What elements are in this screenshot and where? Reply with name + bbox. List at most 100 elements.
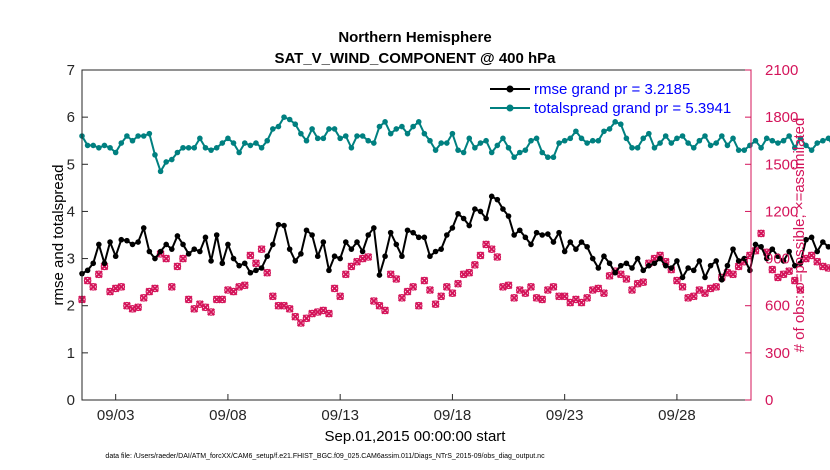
obs-assimilated-stroke (712, 282, 721, 291)
obs-possible-point (622, 275, 631, 283)
totalspread-point (567, 135, 574, 142)
obs-assimilated-point (499, 282, 507, 291)
totalspread-point (584, 140, 590, 146)
obs-assimilated-point (83, 276, 92, 285)
totalspread-point (791, 144, 798, 151)
obs-assimilated-point (139, 293, 148, 302)
rmse-point (483, 215, 489, 222)
obs-assimilated-point (684, 293, 693, 302)
obs-assimilated-point (392, 275, 401, 283)
obs-assimilated-stroke (369, 297, 378, 305)
totalspread-point (758, 144, 764, 151)
totalspread-point (438, 140, 444, 146)
rmse-point (174, 233, 181, 239)
totalspread-point (298, 130, 304, 137)
totalspread-point (96, 144, 102, 151)
obs-possible-point (600, 289, 608, 297)
rmse-point (561, 248, 568, 255)
rmse-point (427, 253, 433, 260)
totalspread-point (545, 154, 551, 161)
rmse-point (124, 237, 130, 244)
obs-assimilated-point (151, 284, 159, 293)
obs-possible-point (173, 262, 182, 271)
totalspread-point (146, 130, 153, 137)
totalspread-point (213, 144, 220, 151)
rmse-point (763, 255, 770, 262)
totalspread-point (679, 133, 686, 139)
totalspread-point (152, 152, 158, 158)
obs-assimilated-point (263, 268, 272, 277)
rmse-point (488, 193, 495, 200)
totalspread-point (662, 133, 669, 139)
obs-assimilated-point (678, 282, 687, 291)
obs-possible-point (560, 292, 569, 301)
totalspread-point (528, 137, 534, 144)
obs-assimilated-point (252, 259, 260, 268)
totalspread-point (427, 137, 433, 144)
obs-assimilated-point (448, 289, 457, 298)
obs-assimilated-stroke (151, 284, 159, 293)
totalspread-point (724, 142, 731, 149)
totalspread-point (769, 137, 776, 144)
obs-assimilated-point (128, 304, 137, 313)
totalspread-point (483, 137, 489, 144)
obs-possible-point (179, 254, 187, 263)
obs-assimilated-point (802, 254, 810, 263)
totalspread-point (258, 144, 265, 151)
obs-possible-point (487, 245, 496, 253)
totalspread-point (668, 140, 675, 146)
totalspread-point (808, 147, 815, 153)
rmse-point (511, 232, 517, 238)
obs-assimilated-point (470, 260, 479, 269)
rmse-point (573, 246, 579, 252)
totalspread-point (522, 147, 529, 153)
rmse-point (820, 239, 826, 245)
totalspread-point (247, 142, 254, 149)
obs-assimilated-point (280, 301, 288, 310)
y-tick-label: 3 (67, 251, 75, 268)
obs-assimilated-stroke (106, 287, 114, 296)
obs-assimilated-stroke (790, 276, 799, 285)
totalspread-point (264, 137, 271, 144)
rmse-point (135, 239, 141, 245)
totalspread-point (780, 137, 787, 144)
y-right-tick-label: 900 (765, 251, 790, 268)
obs-possible-point (95, 270, 103, 279)
obs-assimilated-point (493, 253, 502, 261)
rmse-point (685, 265, 691, 271)
obs-assimilated-point (588, 286, 597, 294)
rmse-point (786, 248, 792, 255)
rmse-point (326, 267, 332, 274)
obs-assimilated-point (336, 292, 345, 301)
rmse-point (84, 267, 91, 274)
rmse-point (634, 255, 641, 262)
totalspread-point (775, 140, 781, 146)
obs-assimilated-point (465, 268, 474, 277)
obs-possible-point (330, 284, 339, 293)
obs-assimilated-point (689, 292, 698, 301)
y-right-tick-label: 1800 (765, 109, 798, 126)
obs-assimilated-stroke (571, 295, 580, 304)
x-axis-label: Sep.01,2015 00:00:00 start (325, 428, 507, 445)
obs-assimilated-point (476, 251, 485, 260)
chart-subtitle: SAT_V_WIND_COMPONENT @ 400 hPa (274, 50, 556, 67)
rmse-point (752, 241, 759, 248)
obs-assimilated-stroke (201, 303, 210, 312)
totalspread-point (505, 144, 512, 151)
totalspread-point (713, 140, 720, 146)
x-tick-label: 09/03 (97, 407, 135, 424)
totalspread-point (444, 140, 450, 146)
totalspread-point (646, 130, 652, 137)
obs-assimilated-stroke (689, 292, 698, 301)
obs-assimilated-point (768, 265, 777, 274)
obs-assimilated-point (313, 308, 322, 316)
obs-assimilated-stroke (268, 292, 277, 301)
rmse-point (814, 248, 821, 255)
obs-assimilated-point (381, 306, 389, 315)
obs-assimilated-stroke (145, 287, 154, 296)
obs-assimilated-stroke (684, 293, 693, 302)
obs-assimilated-stroke (128, 304, 137, 313)
rmse-point (219, 260, 226, 267)
totalspread-point (219, 140, 226, 146)
totalspread-point (825, 135, 830, 142)
